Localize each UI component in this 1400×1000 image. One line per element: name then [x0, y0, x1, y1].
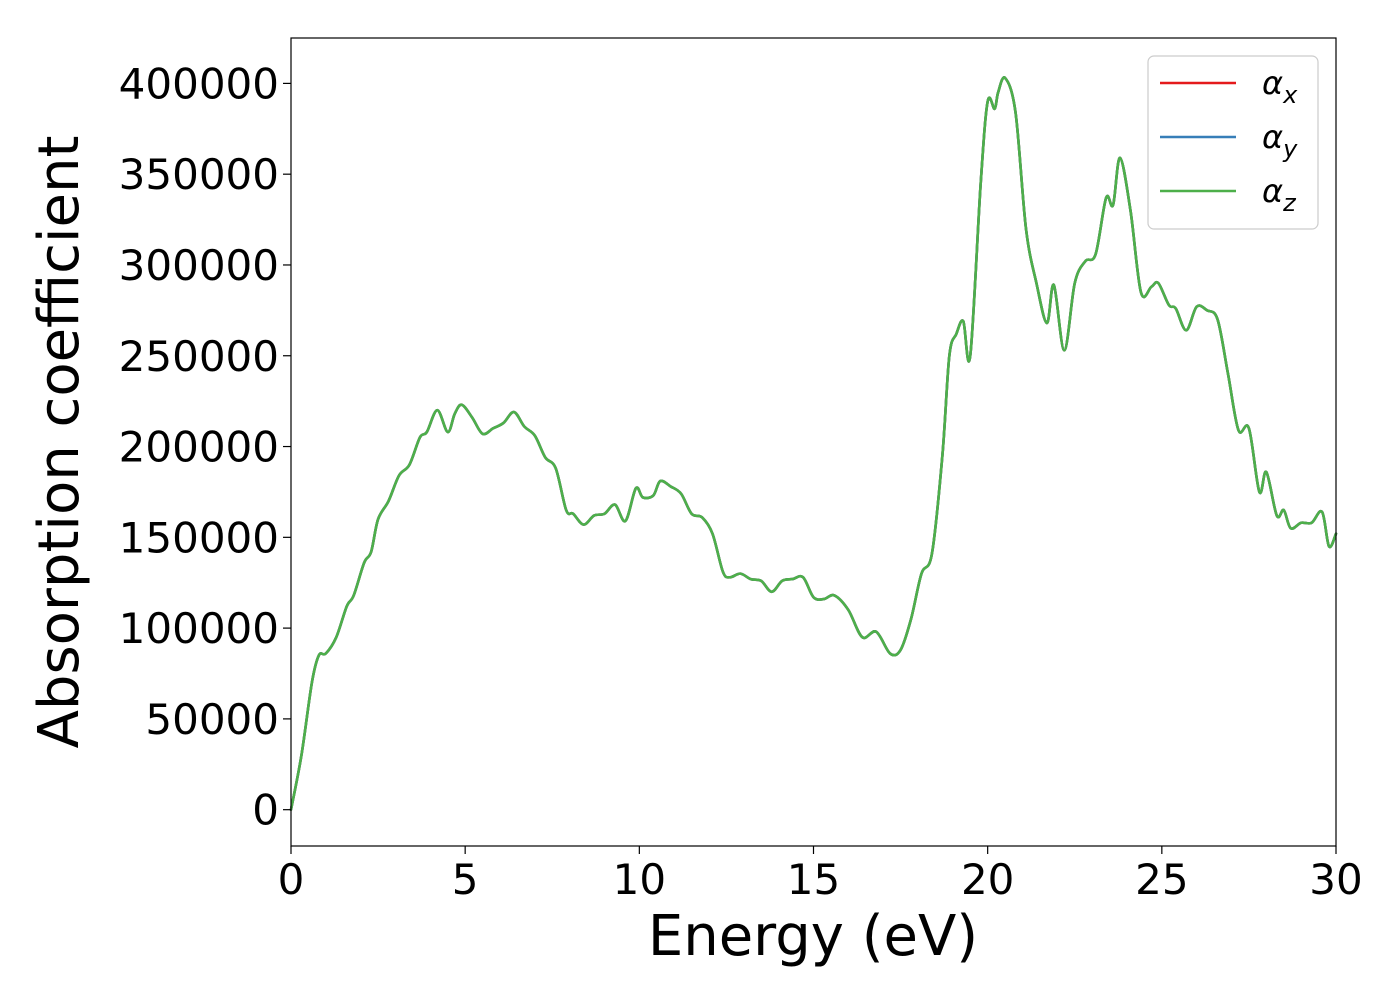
y-tick-label: 200000 [119, 423, 279, 472]
y-tick-label: 0 [252, 786, 279, 835]
y-axis: 0 50000 100000 150000 200000 250000 300000 3500… [119, 59, 291, 835]
x-tick-label: 20 [961, 855, 1014, 904]
y-tick-label: 250000 [119, 332, 279, 381]
x-tick-label: 10 [613, 855, 666, 904]
y-tick-label: 300000 [119, 241, 279, 290]
x-tick-label: 15 [787, 855, 840, 904]
legend-subscript: z [1282, 189, 1297, 217]
y-tick-label: 350000 [119, 150, 279, 199]
y-tick-label: 50000 [145, 695, 279, 744]
x-axis: 0 5 10 15 20 25 30 [278, 846, 1363, 904]
x-axis-label: Energy (eV) [648, 904, 978, 969]
y-tick-label: 400000 [119, 59, 279, 108]
legend-subscript: y [1282, 135, 1298, 163]
x-tick-label: 25 [1135, 855, 1188, 904]
legend-subscript: x [1282, 81, 1298, 109]
series-layer [289, 76, 1338, 811]
series-line-3 [289, 76, 1338, 811]
y-tick-label: 150000 [119, 513, 279, 562]
y-axis-label: Absorption coefficient [27, 136, 92, 749]
legend-box [1147, 55, 1319, 230]
x-tick-label: 5 [452, 855, 479, 904]
x-tick-label: 0 [278, 855, 305, 904]
y-tick-label: 100000 [119, 604, 279, 653]
x-tick-label: 30 [1309, 855, 1362, 904]
